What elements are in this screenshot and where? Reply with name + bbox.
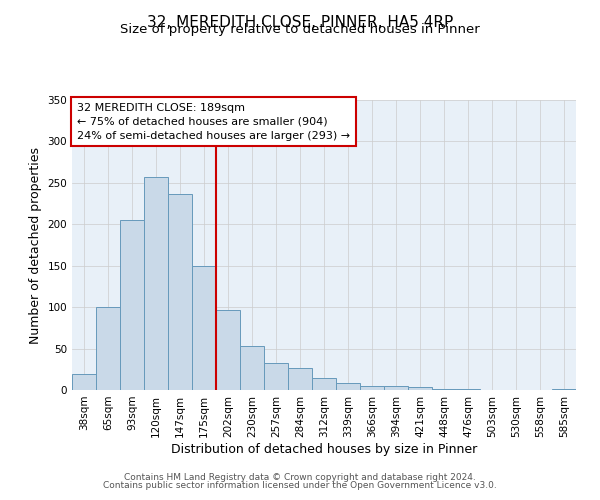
Bar	[72, 374, 96, 390]
Text: 32 MEREDITH CLOSE: 189sqm
← 75% of detached houses are smaller (904)
24% of semi: 32 MEREDITH CLOSE: 189sqm ← 75% of detac…	[77, 103, 350, 141]
Bar	[288, 368, 312, 390]
Bar	[456, 389, 480, 390]
X-axis label: Distribution of detached houses by size in Pinner: Distribution of detached houses by size …	[171, 442, 477, 456]
Text: Size of property relative to detached houses in Pinner: Size of property relative to detached ho…	[120, 22, 480, 36]
Text: Contains public sector information licensed under the Open Government Licence v3: Contains public sector information licen…	[103, 481, 497, 490]
Bar	[384, 386, 408, 390]
Bar	[408, 386, 432, 390]
Bar	[360, 386, 384, 390]
Bar	[96, 307, 120, 390]
Bar	[168, 194, 192, 390]
Bar	[216, 310, 240, 390]
Bar	[192, 266, 216, 390]
Bar	[312, 378, 336, 390]
Bar	[144, 177, 168, 390]
Text: 32, MEREDITH CLOSE, PINNER, HA5 4RP: 32, MEREDITH CLOSE, PINNER, HA5 4RP	[147, 15, 453, 30]
Y-axis label: Number of detached properties: Number of detached properties	[29, 146, 42, 344]
Bar	[120, 220, 144, 390]
Bar	[432, 389, 456, 390]
Bar	[552, 389, 576, 390]
Bar	[336, 384, 360, 390]
Text: Contains HM Land Registry data © Crown copyright and database right 2024.: Contains HM Land Registry data © Crown c…	[124, 472, 476, 482]
Bar	[240, 346, 264, 390]
Bar	[264, 362, 288, 390]
